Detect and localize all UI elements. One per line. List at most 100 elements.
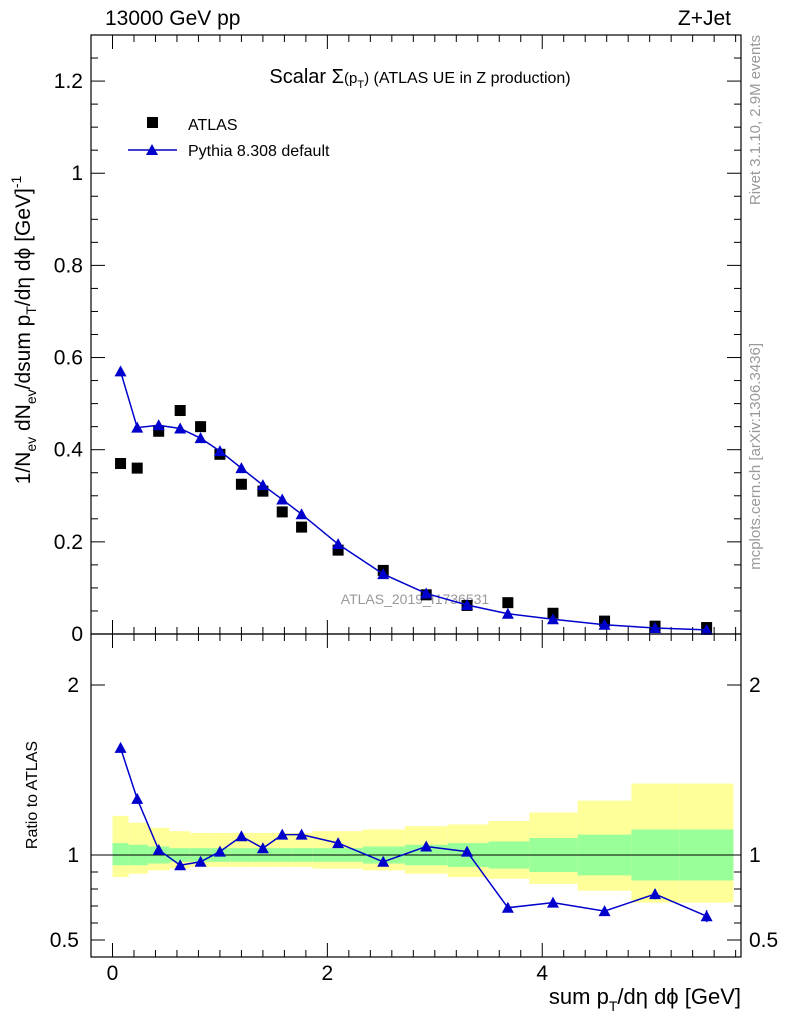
pythia-data-point	[152, 419, 165, 431]
pythia-data-point	[194, 432, 207, 444]
ylabel-c: /dsum p	[12, 315, 35, 390]
pythia-data-point	[377, 568, 390, 580]
main-y-tick-label: 0.4	[54, 439, 84, 462]
ylabel-a: 1/N	[12, 452, 35, 485]
atlas-data-point	[257, 485, 269, 497]
ratio-data-point	[420, 840, 433, 852]
pythia-data-point	[114, 365, 127, 377]
ratio-data-point	[213, 845, 226, 857]
atlas-data-point	[174, 405, 186, 417]
process-label: Z+Jet	[678, 7, 731, 30]
pythia-data-point	[131, 421, 144, 433]
atlas-data-point	[195, 421, 207, 433]
atlas-data-point	[153, 425, 165, 437]
atlas-data-point	[235, 478, 247, 490]
ratio-data-point	[174, 859, 187, 871]
ratio-data-point	[152, 843, 165, 855]
atlas-data-point	[502, 597, 514, 609]
x-tick-label: 4	[536, 962, 548, 985]
energy-label: 13000 GeV pp	[105, 7, 240, 30]
main-y-tick-label: 1.2	[54, 70, 83, 93]
title-rest: (ATLAS UE in Z production)	[369, 70, 571, 87]
ylabel-b-sub: ev	[23, 389, 39, 404]
x-axis-label: sum pT/dη dϕ [GeV]	[549, 984, 741, 1014]
title-close: )	[364, 70, 369, 87]
legend: ATLAS Pythia 8.308 default	[128, 117, 330, 160]
ratio-data-point	[295, 828, 308, 840]
atlas-data-point	[276, 506, 288, 518]
main-ylabel: 1/Nev dNev/dsum pT/dη dϕ [GeV]-1	[8, 175, 39, 484]
pythia-data-point	[420, 587, 433, 599]
main-y-tick-label: 0	[71, 623, 83, 646]
ratio-data-point	[649, 888, 662, 900]
ratio-y-tick-label-left: 2	[67, 674, 79, 697]
ylabel-d: /dη dϕ [GeV]	[12, 188, 35, 306]
ratio-ylabel: Ratio to ATLAS	[24, 741, 41, 849]
ratio-y-tick-label-left: 0.5	[50, 929, 79, 952]
title-sigma: Σ	[332, 66, 344, 88]
ratio-data-point	[256, 842, 269, 854]
ylabel-b: dN	[12, 404, 35, 437]
ratio-data-point	[501, 901, 514, 913]
ratio-frame	[90, 633, 742, 958]
pythia-data-point	[235, 462, 248, 474]
ratio-data-point	[377, 855, 390, 867]
ratio-data-point	[114, 741, 127, 753]
ratio-data-point	[461, 845, 474, 857]
atlas-data-point	[131, 462, 143, 474]
ratio-data-point	[332, 837, 345, 849]
ratio-y-tick-label-right: 1	[749, 844, 761, 867]
title-p: (p	[344, 70, 357, 87]
ratio-panel: 0 2 4 0.5 0.5 1 1 2 2	[50, 633, 778, 985]
analysis-watermark: ATLAS_2019_I1736531	[341, 591, 490, 607]
ratio-data-point	[235, 830, 248, 842]
pythia-data-point	[501, 607, 514, 619]
pythia-data-point	[649, 622, 662, 634]
rivet-label: Rivet 3.1.10, 2.9M events	[747, 35, 764, 205]
band-inner-0	[112, 843, 129, 866]
ylabel-c-sub: T	[23, 306, 39, 315]
xlabel-a: sum p	[549, 984, 609, 1009]
pythia-data-point	[256, 479, 269, 491]
plot-title: Scalar Σ(pT) (ATLAS UE in Z production)	[269, 66, 570, 91]
x-tick-label: 2	[322, 962, 334, 985]
pythia-data-point	[295, 508, 308, 520]
pythia-data-point	[700, 623, 713, 635]
ratio-data-point	[700, 910, 713, 922]
atlas-data-point	[115, 458, 127, 470]
main-y-tick-label: 1	[71, 162, 83, 185]
main-y-tick-label: 0.8	[54, 254, 83, 277]
pythia-data-point	[546, 613, 559, 625]
pythia-data-point	[461, 598, 474, 610]
ylabel-a-sub: ev	[23, 437, 39, 452]
main-y-tick-label: 0.2	[54, 531, 83, 554]
main-y-tick-label: 0.6	[54, 347, 83, 370]
legend-mc-label: Pythia 8.308 default	[188, 143, 330, 160]
legend-atlas-label: ATLAS	[188, 117, 238, 134]
pythia-data-point	[213, 445, 226, 457]
ratio-y-tick-label-right: 0.5	[749, 929, 778, 952]
ratio-data-point	[546, 896, 559, 908]
ratio-data-point	[276, 828, 289, 840]
legend-mc-marker	[146, 144, 158, 155]
ylabel-d-sup: -1	[8, 175, 24, 188]
main-panel: 0 0.2 0.4 0.6 0.8 1 1.2	[54, 34, 742, 646]
pythia-data-point	[276, 493, 289, 505]
ratio-y-tick-label-left: 1	[67, 844, 79, 867]
atlas-data-point	[296, 521, 308, 533]
xlabel-b: /dη dϕ [GeV]	[617, 984, 741, 1009]
xlabel-a-sub: T	[609, 998, 618, 1014]
ratio-data-point	[131, 792, 144, 804]
ratio-data-point	[598, 905, 611, 917]
mcplots-label: mcplots.cern.ch [arXiv:1306.3436]	[747, 343, 764, 570]
x-tick-label: 0	[107, 962, 119, 985]
pythia-data-point	[598, 618, 611, 630]
pythia-data-point	[174, 422, 187, 434]
title-prefix: Scalar	[269, 66, 331, 88]
title-sub: T	[357, 79, 364, 91]
legend-atlas-marker	[147, 117, 158, 128]
pythia-data-point	[332, 538, 345, 550]
ratio-data-point	[194, 855, 207, 867]
ratio-y-tick-label-right: 2	[749, 674, 761, 697]
